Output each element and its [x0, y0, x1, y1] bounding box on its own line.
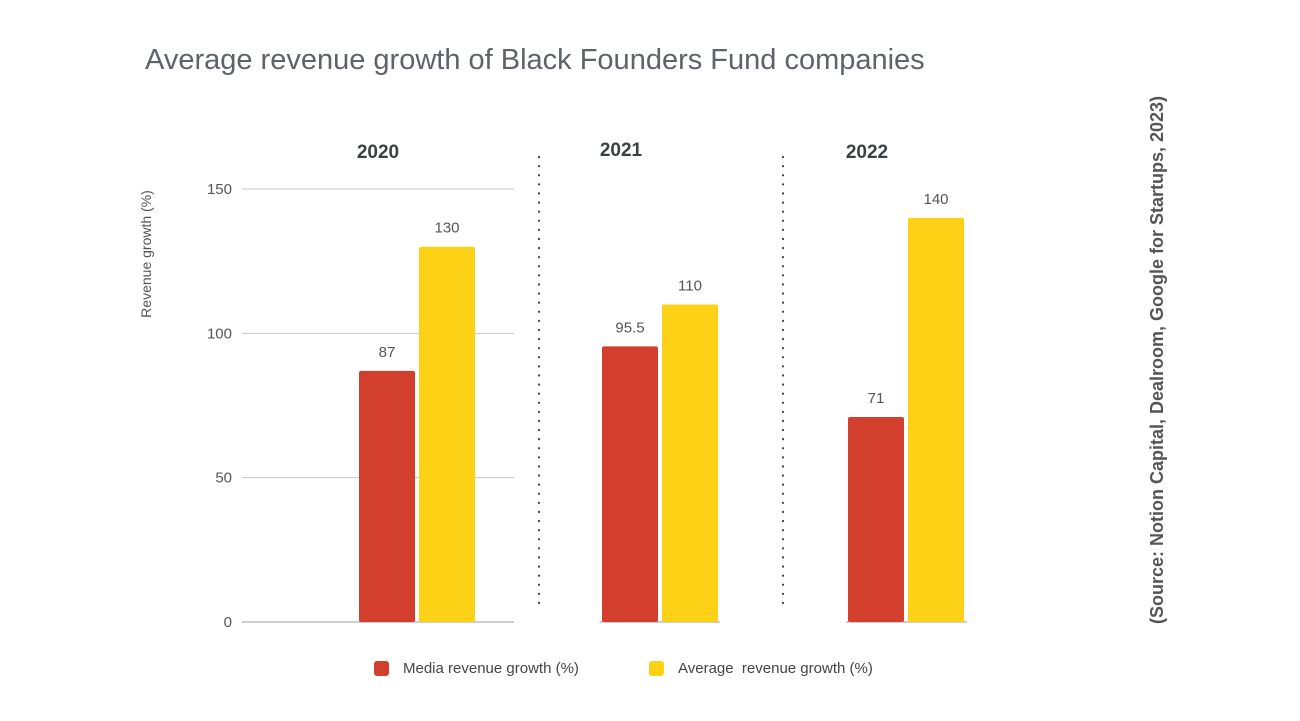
data-label-media-2021: 95.5	[615, 319, 644, 336]
y-tick-label-0: 0	[224, 614, 232, 631]
data-label-media-2020: 87	[379, 344, 396, 361]
data-label-average-2022: 140	[923, 191, 948, 208]
category-label-2021: 2021	[600, 140, 643, 161]
legend-item-average: Average revenue growth (%)	[649, 660, 873, 677]
bar-average-2022	[908, 217, 964, 622]
category-label-2020: 2020	[357, 142, 399, 163]
source-note: (Source: Notion Capital, Dealroom, Googl…	[1147, 96, 1167, 624]
legend-swatch-media	[374, 661, 389, 676]
y-tick-label-50: 50	[215, 470, 232, 487]
chart-title: Average revenue growth of Black Founders…	[145, 44, 925, 76]
bar-average-2020	[419, 246, 475, 622]
data-label-media-2022: 71	[868, 390, 885, 407]
legend-label-media: Media revenue growth (%)	[403, 660, 579, 677]
data-label-average-2020: 130	[434, 220, 459, 237]
legend-swatch-average	[649, 661, 664, 676]
y-tick-label-150: 150	[207, 181, 232, 198]
bar-media-2021	[602, 346, 658, 622]
bar-average-2021	[662, 304, 718, 622]
y-axis-label: Revenue growth (%)	[138, 190, 154, 318]
category-label-2022: 2022	[846, 142, 888, 163]
bar-media-2020	[359, 370, 415, 622]
data-label-average-2021: 110	[678, 277, 702, 294]
legend-item-media: Media revenue growth (%)	[374, 660, 579, 677]
y-tick-label-100: 100	[207, 325, 232, 342]
bar-media-2022	[848, 417, 904, 622]
legend-label-average: Average revenue growth (%)	[678, 660, 873, 677]
